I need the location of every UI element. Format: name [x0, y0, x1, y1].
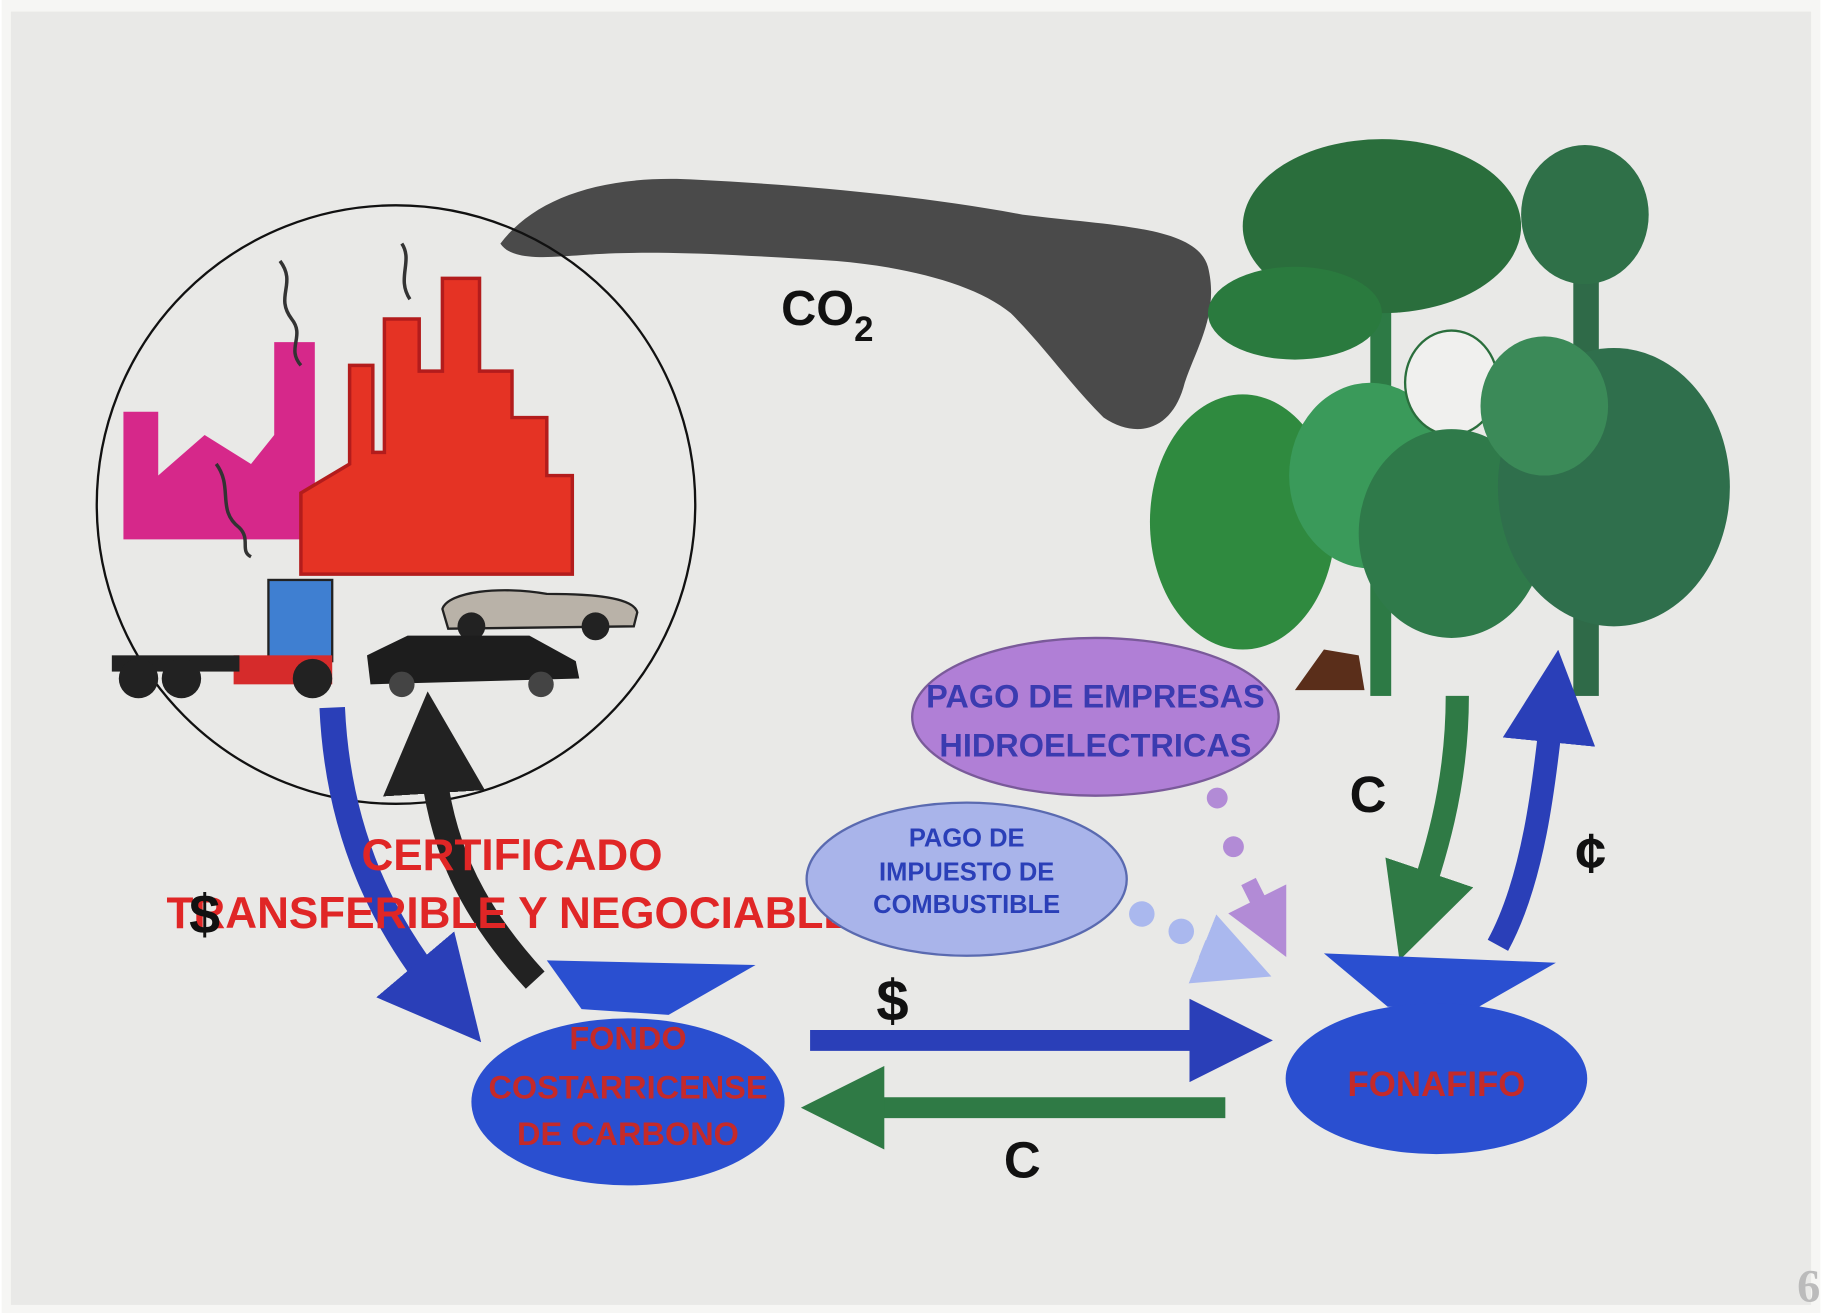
page: { "co2": {"text": "CO", "subscript": "2"…	[0, 0, 1822, 1313]
dot	[1223, 836, 1244, 857]
fuel-line: COMBUSTIBLE	[873, 891, 1060, 919]
hydro-line: PAGO DE EMPRESAS	[926, 679, 1265, 715]
dot	[1207, 788, 1228, 809]
fonafifo-label: FONAFIFO	[1348, 1066, 1526, 1104]
truck-cab	[268, 580, 332, 661]
fuel-line: PAGO DE	[909, 825, 1025, 853]
wheel	[162, 659, 201, 698]
certificate-line: CERTIFICADO	[361, 831, 662, 880]
wheel	[293, 659, 332, 698]
canopy	[1481, 336, 1609, 475]
co2-text: CO	[781, 282, 854, 336]
fund-line: COSTARRICENSE	[488, 1069, 767, 1105]
flow-label: C	[1004, 1131, 1041, 1188]
canopy	[1208, 267, 1382, 360]
wheel	[389, 672, 415, 698]
fund-line: FONDO	[569, 1021, 686, 1057]
page-number: 6	[1797, 1261, 1820, 1312]
certificate-currency: $	[189, 884, 220, 946]
diagram: CO2 CERTIFICADO TRANSFERIBLE Y NEGOCIABL…	[0, 0, 1822, 1313]
certificate-line: TRANSFERIBLE Y NEGOCIABLE	[167, 889, 853, 938]
hydro-line: HIDROELECTRICAS	[939, 727, 1251, 763]
dot	[1129, 901, 1155, 927]
wheel	[119, 659, 158, 698]
wheel	[582, 612, 610, 640]
co2-subscript: 2	[854, 311, 873, 349]
dot	[1168, 919, 1194, 945]
arrow-fuel	[1202, 949, 1237, 963]
flow-label: $	[876, 970, 908, 1034]
flow-label: C	[1350, 766, 1387, 823]
hydro-ellipse	[912, 638, 1279, 796]
fuel-line: IMPUESTO DE	[879, 858, 1054, 886]
wheel	[528, 672, 554, 698]
flow-label: ¢	[1575, 822, 1606, 884]
fund-line: DE CARBONO	[517, 1116, 739, 1152]
canopy	[1521, 145, 1649, 284]
